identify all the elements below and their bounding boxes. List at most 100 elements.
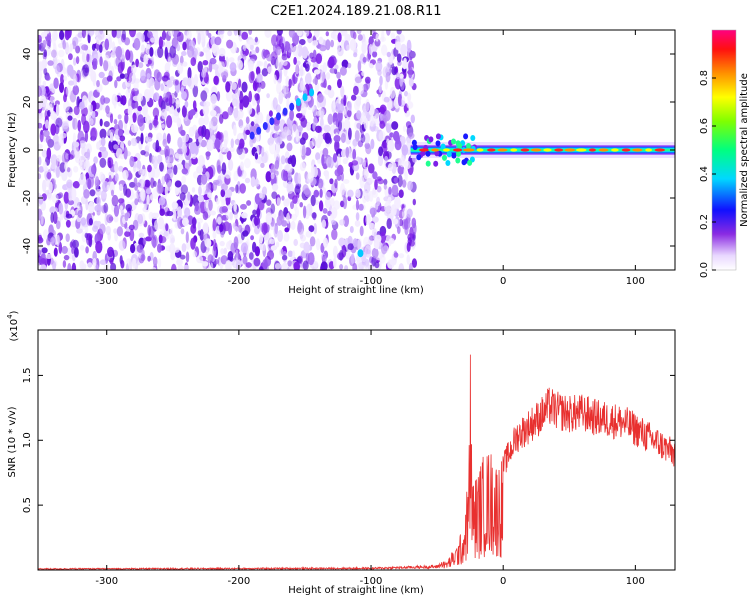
noise-blob bbox=[50, 212, 54, 224]
noise-blob bbox=[168, 30, 174, 37]
noise-blob bbox=[339, 264, 344, 270]
noise-blob bbox=[342, 157, 348, 165]
noise-blob bbox=[411, 258, 417, 268]
noise-blob bbox=[58, 134, 65, 147]
noise-blob bbox=[401, 207, 408, 220]
noise-blob bbox=[288, 30, 295, 38]
noise-blob bbox=[313, 189, 320, 198]
noise-blob bbox=[168, 94, 173, 108]
noise-blob bbox=[383, 110, 391, 122]
noise-blob bbox=[313, 116, 318, 126]
noise-blob bbox=[87, 262, 93, 268]
noise-blob bbox=[344, 265, 349, 270]
noise-blob bbox=[380, 231, 386, 244]
noise-blob bbox=[352, 148, 357, 161]
streak-blob bbox=[249, 131, 255, 140]
noise-blob bbox=[378, 85, 382, 94]
noise-blob bbox=[268, 110, 273, 117]
noise-blob bbox=[150, 177, 155, 189]
noise-blob bbox=[330, 197, 335, 207]
noise-blob bbox=[293, 56, 297, 65]
noise-blob bbox=[356, 110, 362, 120]
noise-blob bbox=[350, 30, 355, 39]
noise-blob bbox=[387, 196, 392, 204]
noise-blob bbox=[307, 72, 311, 79]
noise-blob bbox=[389, 86, 396, 99]
noise-blob bbox=[238, 224, 243, 233]
noise-blob bbox=[209, 57, 217, 65]
noise-blob bbox=[164, 46, 168, 60]
noise-blob bbox=[336, 71, 341, 79]
noise-blob bbox=[297, 172, 302, 185]
noise-blob bbox=[400, 43, 407, 57]
streak-blob bbox=[289, 102, 295, 111]
noise-blob bbox=[354, 76, 362, 84]
noise-blob bbox=[397, 226, 401, 235]
noise-blob bbox=[396, 30, 402, 35]
noise-blob bbox=[362, 191, 367, 204]
noise-blob bbox=[129, 228, 135, 242]
noise-blob bbox=[140, 254, 146, 262]
noise-blob bbox=[385, 71, 391, 83]
noise-blob bbox=[343, 118, 351, 131]
noise-blob bbox=[42, 161, 48, 172]
noise-blob bbox=[213, 75, 219, 86]
noise-blob bbox=[193, 171, 199, 179]
noise-blob bbox=[47, 60, 54, 66]
noise-blob bbox=[233, 30, 238, 36]
noise-blob bbox=[175, 100, 181, 109]
spec-xtick-label: -300 bbox=[95, 276, 118, 287]
noise-blob bbox=[174, 80, 179, 86]
noise-blob bbox=[250, 235, 255, 241]
noise-blob bbox=[276, 30, 283, 36]
noise-blob bbox=[53, 183, 57, 189]
noise-blob bbox=[229, 62, 237, 72]
spec-ytick-label: 20 bbox=[22, 96, 33, 109]
noise-blob bbox=[110, 189, 115, 196]
noise-blob bbox=[274, 263, 281, 270]
noise-blob bbox=[116, 148, 123, 159]
noise-blob bbox=[320, 70, 325, 83]
noise-blob bbox=[129, 30, 136, 38]
noise-blob bbox=[196, 255, 204, 264]
noise-blob bbox=[219, 114, 224, 124]
noise-blob bbox=[210, 109, 217, 117]
noise-blob bbox=[177, 206, 183, 219]
noise-blob bbox=[96, 220, 102, 227]
noise-blob bbox=[300, 102, 307, 115]
noise-blob bbox=[330, 56, 337, 66]
noise-blob bbox=[219, 206, 225, 214]
noise-blob bbox=[181, 144, 188, 155]
noise-blob bbox=[398, 253, 405, 259]
noise-blob bbox=[125, 49, 131, 61]
noise-blob bbox=[238, 78, 242, 89]
noise-blob bbox=[276, 82, 282, 95]
band-head-blob bbox=[461, 159, 467, 166]
noise-blob bbox=[206, 139, 214, 152]
noise-blob bbox=[290, 220, 296, 230]
noise-blob bbox=[131, 124, 138, 134]
noise-blob bbox=[93, 54, 99, 60]
noise-blob bbox=[176, 43, 181, 52]
noise-blob bbox=[337, 47, 344, 57]
noise-blob bbox=[391, 161, 397, 174]
noise-blob bbox=[254, 179, 260, 187]
noise-blob bbox=[165, 156, 171, 164]
noise-blob bbox=[158, 196, 166, 206]
noise-blob bbox=[302, 184, 309, 195]
noise-blob bbox=[240, 242, 248, 254]
noise-blob bbox=[83, 44, 89, 51]
noise-blob bbox=[138, 232, 145, 238]
noise-blob bbox=[63, 254, 70, 261]
noise-blob bbox=[186, 30, 192, 40]
noise-blob bbox=[199, 229, 205, 241]
noise-blob bbox=[191, 187, 196, 193]
noise-blob bbox=[97, 204, 103, 213]
noise-blob bbox=[118, 119, 123, 132]
noise-blob bbox=[83, 189, 90, 199]
colorbar-tick-label: 0.2 bbox=[699, 214, 710, 230]
noise-blob bbox=[371, 247, 379, 259]
noise-blob bbox=[113, 204, 120, 217]
